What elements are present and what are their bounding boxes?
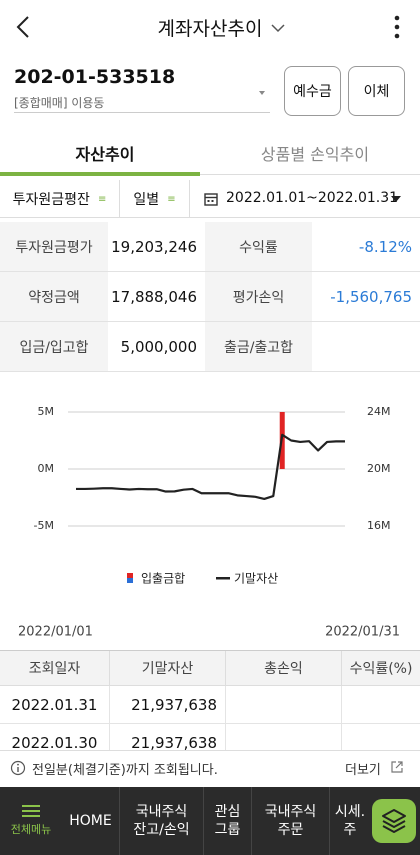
notice-text: 전일분(체결기준)까지 조회됩니다. [32, 763, 218, 778]
layers-icon [382, 809, 406, 833]
back-button[interactable] [16, 16, 29, 38]
tab-divider [0, 174, 420, 175]
summary-value: 17,888,046 [108, 272, 205, 322]
table-cell [226, 686, 342, 724]
nav-label: 국내주식 [264, 803, 317, 820]
y-tick-label: -5M [34, 519, 54, 532]
account-underline [14, 112, 270, 113]
summary-value [312, 322, 420, 372]
filter-label: 일별 [133, 192, 160, 208]
nav-label: 주문 [277, 822, 304, 838]
column-header: 기말자산 [110, 651, 226, 686]
menu-icon [22, 804, 40, 817]
more-link[interactable]: 더보기 [345, 763, 381, 778]
y2-tick-label: 16M [367, 519, 391, 532]
account-number: 202-01-533518 [14, 66, 176, 88]
info-icon [10, 760, 26, 776]
date-range[interactable]: 2022.01.01~2022.01.31 [226, 190, 399, 206]
nav-label: 시세. [334, 803, 366, 820]
summary-table: 투자원금평가 19,203,246 수익률 -8.12% 약정금액 17,888,046 평… [0, 222, 420, 372]
more-menu[interactable] [394, 15, 400, 39]
nav-label: 주 [343, 822, 357, 838]
summary-value: -1,560,765 [312, 272, 420, 322]
column-header: 총손익 [226, 651, 342, 686]
filter-bar [0, 180, 420, 218]
nav-label: 국내주식 [135, 803, 188, 820]
filter-label: 투자원금평잔 [12, 192, 90, 208]
legend-label: 입출금합 [141, 572, 185, 586]
header-icons [16, 15, 400, 39]
legend-swatch [127, 578, 133, 583]
line [76, 433, 345, 501]
nav-item[interactable]: HOME [62, 787, 120, 855]
summary-label: 투자원금평가 [0, 222, 108, 272]
table-cell [342, 724, 420, 750]
summary-label: 약정금액 [0, 272, 108, 322]
nav-label: HOME [69, 812, 112, 829]
summary-label: 입금/입고합 [0, 322, 108, 372]
account-type: [종합매매] 이용동 [14, 96, 105, 110]
y2-tick-label: 24M [367, 405, 391, 418]
x-tick-label: 2022/01/01 [18, 625, 93, 640]
nav-label: 전체메뉴 [10, 822, 52, 836]
chart: -5M 0M 5M 16M 20M 24M 2022/01/01 2022/01/31 입출금합… [18, 405, 400, 640]
filter-icon: ≡ [97, 193, 107, 205]
title-dropdown[interactable] [271, 24, 285, 33]
summary-label: 평가손익 [205, 272, 312, 322]
summary-label: 출금/출고합 [205, 322, 312, 372]
filter-icon: ≡ [167, 193, 176, 205]
nav-label: 관심 [214, 803, 241, 820]
legend-label: 기말자산 [234, 572, 278, 586]
transfer-button[interactable]: 이체 [348, 66, 405, 116]
nav-label: 잔고/손익 [133, 822, 190, 838]
tab-indicator [0, 172, 200, 176]
y-tick-label: 5M [38, 405, 55, 418]
column-header: 조회일자 [0, 651, 110, 686]
account-dropdown[interactable] [256, 88, 268, 98]
bottom-nav: 전체메뉴 HOME 국내주식 잔고/손익 관심 그룹 국내주식 주문 시세. 주 [0, 787, 420, 855]
nav-item[interactable]: 전체메뉴 [0, 787, 62, 855]
x-tick-label: 2022/01/31 [325, 625, 400, 640]
layers-button[interactable] [372, 799, 416, 843]
y2-tick-label: 20M [367, 462, 391, 475]
legend-swatch [127, 573, 133, 578]
external-icon [391, 761, 403, 773]
table-cell: 21,937,638 [110, 686, 226, 724]
tab-active[interactable]: 자산추이 [75, 145, 135, 164]
nav-label: 그룹 [214, 822, 241, 838]
notice-bar [0, 750, 420, 787]
calendar-icon [204, 193, 218, 206]
deposit-button[interactable]: 예수금 [284, 66, 341, 116]
table-cell [342, 686, 420, 724]
column-header: 수익률(%) [342, 651, 420, 686]
date-dropdown[interactable] [390, 194, 402, 204]
table-cell: 21,937,638 [110, 724, 226, 750]
table-cell [226, 724, 342, 750]
summary-value: -8.12% [312, 222, 420, 272]
table-cell: 2022.01.30 [0, 724, 110, 750]
y-tick-label: 0M [38, 462, 55, 475]
table-cell: 2022.01.31 [0, 686, 110, 724]
legend-swatch [216, 577, 230, 580]
history-table: 조회일자 기말자산 총손익 수익률(%) 2022.01.31 21,937,638 202… [0, 650, 420, 750]
nav-item[interactable]: 시세. 주 [330, 787, 370, 855]
filter-option[interactable]: 투자원금평잔 ≡ [0, 180, 120, 218]
summary-value: 19,203,246 [108, 222, 205, 272]
summary-value: 5,000,000 [108, 322, 205, 372]
page-title: 계좌자산추이 [157, 18, 263, 40]
filter-option[interactable]: 일별 ≡ [120, 180, 190, 218]
tab[interactable]: 상품별 손익추이 [260, 145, 370, 164]
summary-label: 수익률 [205, 222, 312, 272]
